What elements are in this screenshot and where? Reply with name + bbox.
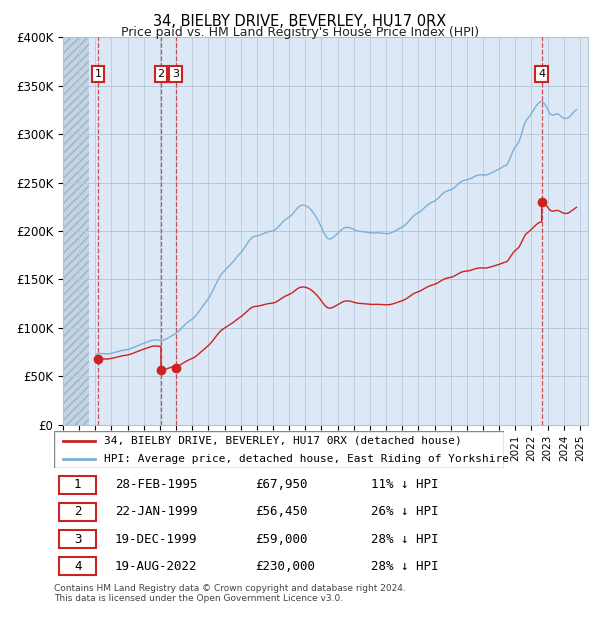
Text: £67,950: £67,950: [254, 478, 307, 491]
Text: £59,000: £59,000: [254, 533, 307, 546]
Text: 34, BIELBY DRIVE, BEVERLEY, HU17 0RX (detached house): 34, BIELBY DRIVE, BEVERLEY, HU17 0RX (de…: [104, 436, 461, 446]
Text: 2: 2: [74, 505, 82, 518]
Text: 3: 3: [74, 533, 82, 546]
FancyBboxPatch shape: [54, 431, 504, 468]
Text: 28-FEB-1995: 28-FEB-1995: [115, 478, 197, 491]
Text: Price paid vs. HM Land Registry's House Price Index (HPI): Price paid vs. HM Land Registry's House …: [121, 26, 479, 39]
Text: 19-AUG-2022: 19-AUG-2022: [115, 560, 197, 573]
FancyBboxPatch shape: [59, 476, 96, 494]
FancyBboxPatch shape: [59, 557, 96, 575]
Text: 1: 1: [94, 69, 101, 79]
Text: 34, BIELBY DRIVE, BEVERLEY, HU17 0RX: 34, BIELBY DRIVE, BEVERLEY, HU17 0RX: [154, 14, 446, 29]
Text: Contains HM Land Registry data © Crown copyright and database right 2024.
This d: Contains HM Land Registry data © Crown c…: [54, 584, 406, 603]
Text: HPI: Average price, detached house, East Riding of Yorkshire: HPI: Average price, detached house, East…: [104, 454, 509, 464]
Text: 2: 2: [157, 69, 164, 79]
FancyBboxPatch shape: [59, 503, 96, 521]
Text: 11% ↓ HPI: 11% ↓ HPI: [371, 478, 438, 491]
Bar: [63, 37, 89, 425]
Text: £56,450: £56,450: [254, 505, 307, 518]
Text: 4: 4: [74, 560, 82, 573]
Text: 28% ↓ HPI: 28% ↓ HPI: [371, 533, 438, 546]
Text: 4: 4: [538, 69, 545, 79]
Text: 19-DEC-1999: 19-DEC-1999: [115, 533, 197, 546]
Text: 26% ↓ HPI: 26% ↓ HPI: [371, 505, 438, 518]
Text: 28% ↓ HPI: 28% ↓ HPI: [371, 560, 438, 573]
Bar: [63, 37, 89, 425]
Text: 22-JAN-1999: 22-JAN-1999: [115, 505, 197, 518]
Text: 1: 1: [74, 478, 82, 491]
Text: £230,000: £230,000: [254, 560, 314, 573]
FancyBboxPatch shape: [59, 530, 96, 548]
Text: 3: 3: [172, 69, 179, 79]
